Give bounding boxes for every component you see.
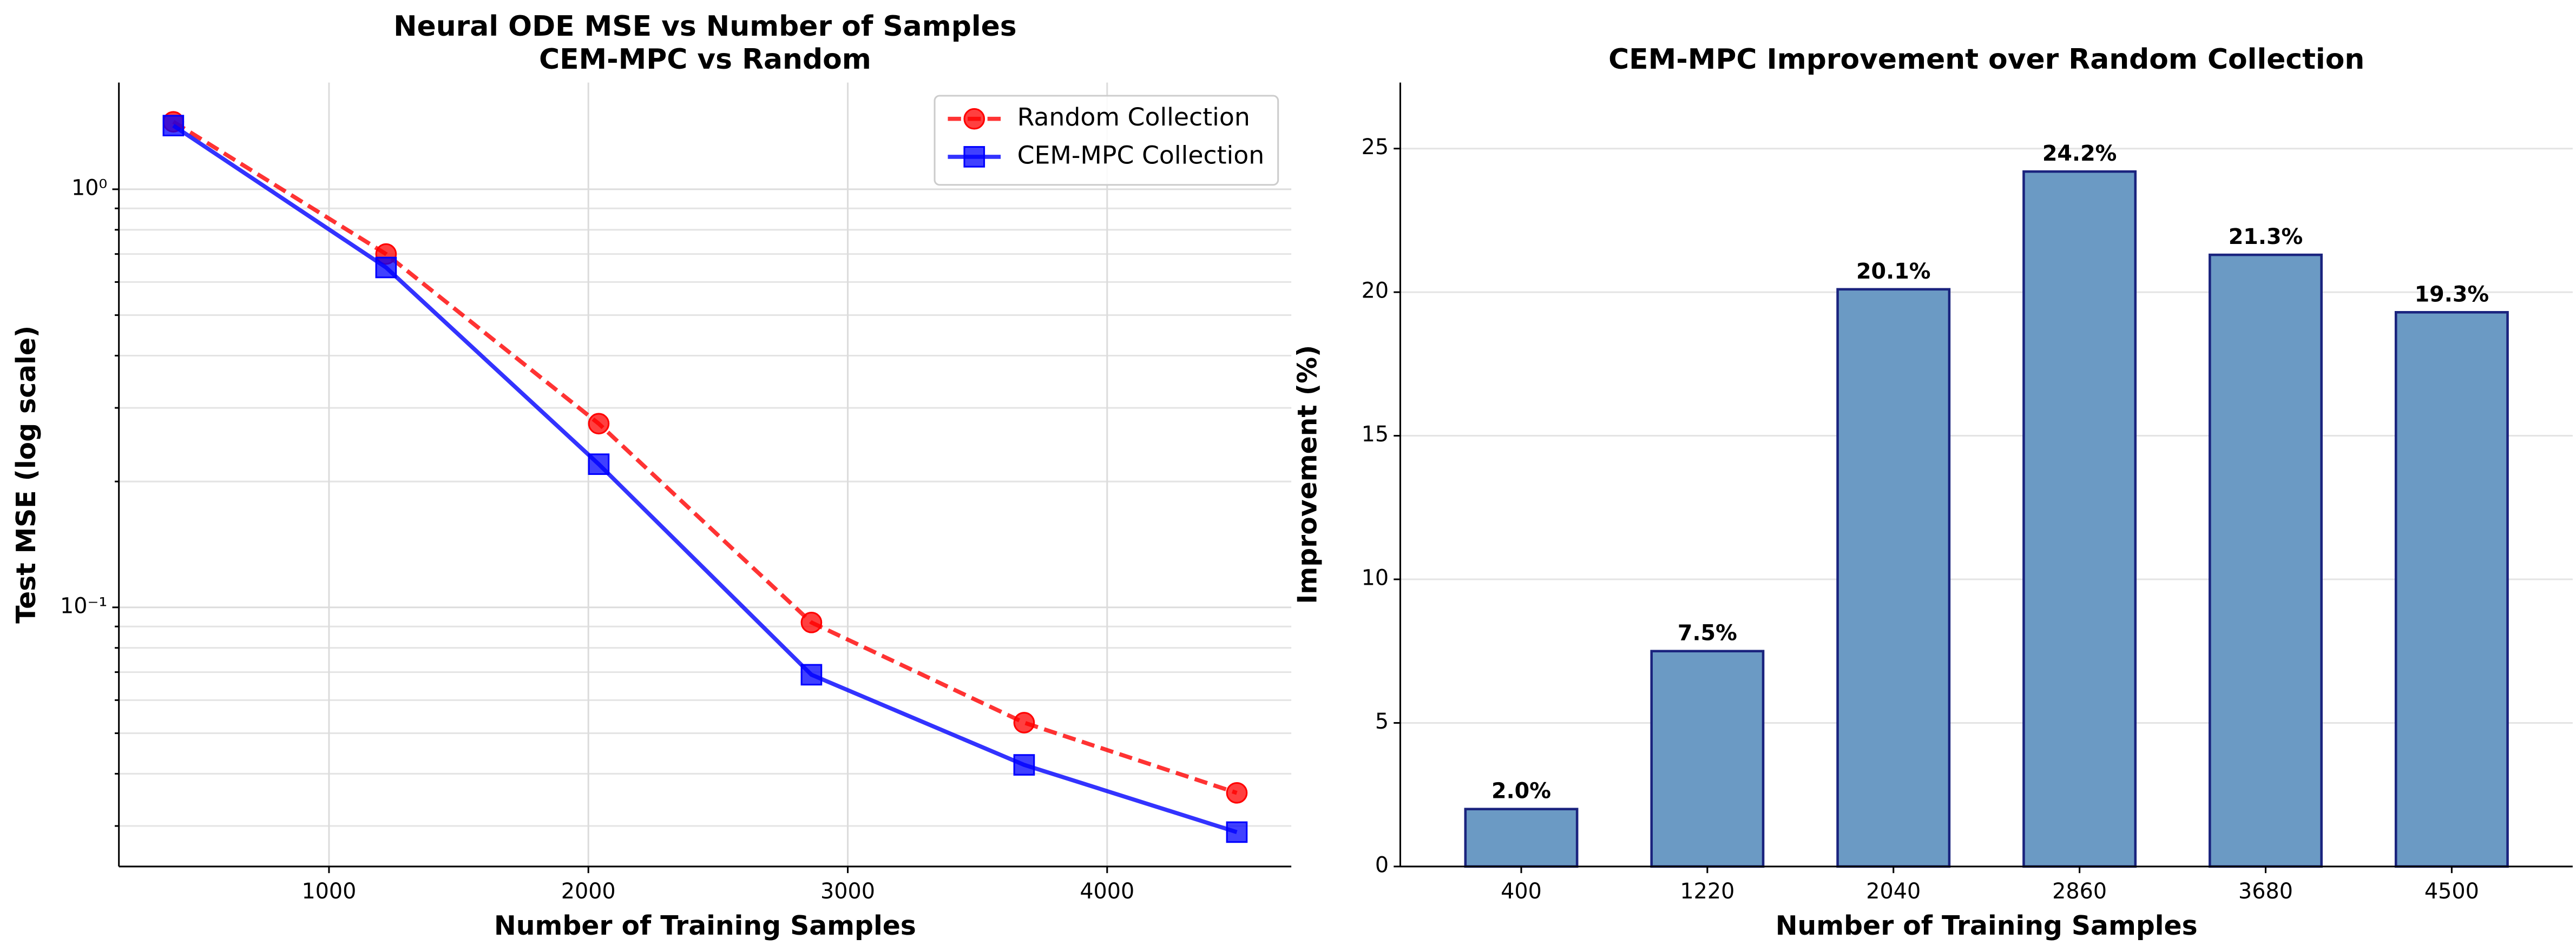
x-tick-label: 2000 [561, 879, 616, 904]
series-line [172, 120, 1238, 795]
legend-label: Random Collection [1017, 103, 1250, 131]
value-label: 7.5% [1678, 621, 1737, 646]
y-axis-label: Test MSE (log scale) [11, 326, 42, 624]
legend: Random Collection CEM-MPC Collection [934, 95, 1279, 186]
marker [375, 256, 397, 279]
x-tick-label: 4500 [2424, 879, 2479, 904]
value-label: 21.3% [2229, 224, 2303, 249]
value-label: 19.3% [2415, 282, 2489, 307]
bar [1464, 808, 1579, 868]
series-line [172, 124, 1238, 835]
value-label: 24.2% [2042, 141, 2117, 166]
marker [1226, 782, 1248, 804]
y-tick-label: 5 [1375, 709, 1389, 734]
x-axis-label: Number of Training Samples [494, 910, 916, 941]
x-tick-label: 3000 [820, 879, 875, 904]
marker [1013, 754, 1035, 776]
legend-marker [963, 108, 985, 130]
x-tick-label: 400 [1501, 879, 1542, 904]
marker [162, 115, 185, 137]
x-tick-label: 2860 [2052, 879, 2107, 904]
y-tick-label: 10 [1362, 566, 1389, 591]
bar [2022, 170, 2137, 868]
x-tick-label: 3680 [2238, 879, 2293, 904]
bar [1836, 288, 1951, 868]
y-tick-label: 15 [1362, 422, 1389, 447]
chart-title: CEM-MPC Improvement over Random Collecti… [1608, 43, 2364, 76]
bar [2209, 253, 2323, 868]
chart-title: Neural ODE MSE vs Number of Samples [393, 10, 1017, 43]
legend-box [934, 95, 1279, 186]
x-tick-label: 4000 [1080, 879, 1134, 904]
value-label: 2.0% [1491, 779, 1551, 804]
x-axis-label: Number of Training Samples [1776, 910, 2198, 941]
y-tick-label: 10⁻¹ [60, 593, 107, 618]
x-tick-label: 1220 [1680, 879, 1734, 904]
marker [1226, 821, 1248, 843]
y-tick-label: 0 [1375, 852, 1389, 877]
legend-marker [963, 146, 985, 168]
marker [588, 453, 610, 475]
y-tick-label: 10⁰ [71, 175, 107, 200]
x-tick-label: 1000 [301, 879, 356, 904]
bar [1650, 650, 1765, 868]
y-axis-label: Improvement (%) [1292, 345, 1323, 604]
marker [588, 413, 610, 435]
y-tick-label: 25 [1362, 135, 1389, 160]
chart-subtitle: CEM-MPC vs Random [539, 43, 871, 76]
bar [2394, 311, 2509, 868]
x-tick-label: 2040 [1866, 879, 1921, 904]
marker [1013, 712, 1035, 733]
legend-label: CEM-MPC Collection [1017, 141, 1265, 169]
marker [800, 664, 823, 686]
y-tick-label: 20 [1362, 279, 1389, 303]
value-label: 20.1% [1856, 259, 1931, 284]
marker [800, 612, 823, 633]
